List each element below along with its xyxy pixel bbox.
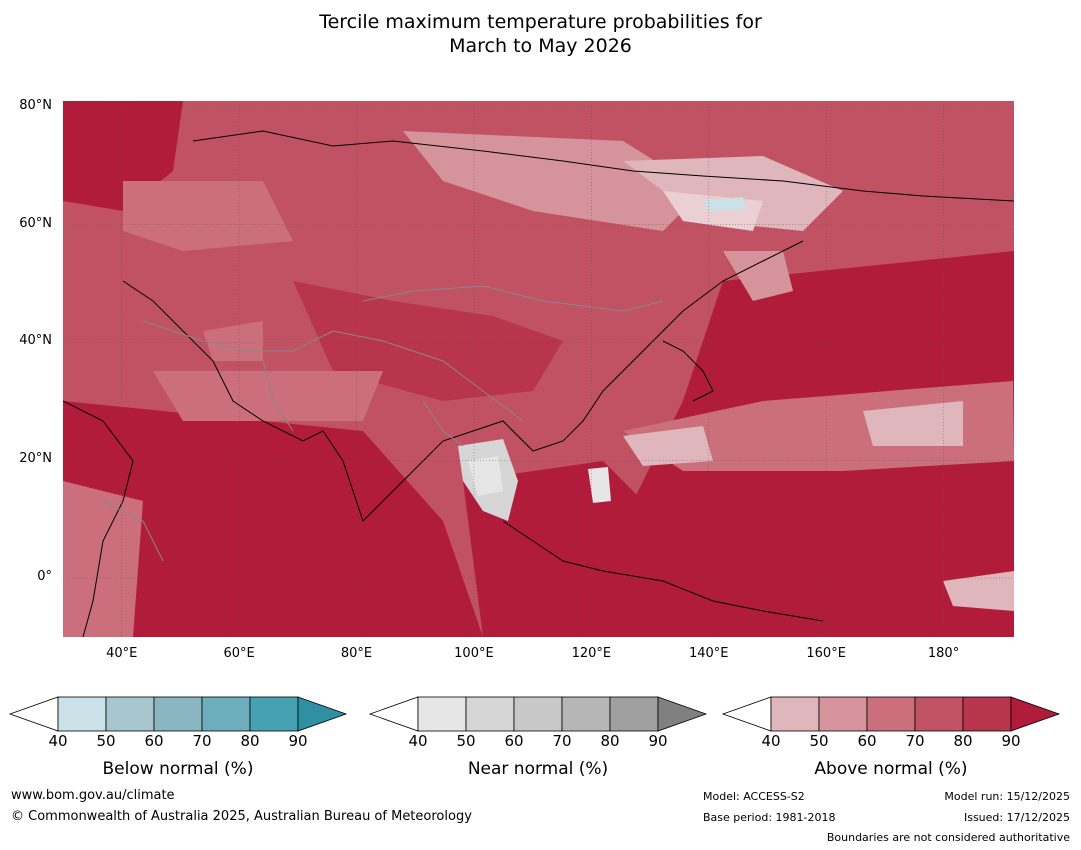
latitude-label: 60°N bbox=[19, 215, 52, 231]
latitude-label: 0° bbox=[37, 569, 52, 585]
probability-map bbox=[63, 101, 1014, 637]
title-line-2: March to May 2026 bbox=[449, 35, 632, 57]
map-svg bbox=[63, 101, 1014, 637]
longitude-label: 160°E bbox=[806, 646, 846, 661]
website-link[interactable]: www.bom.gov.au/climate bbox=[11, 788, 175, 803]
latitude-label: 40°N bbox=[19, 333, 52, 349]
chart-title: Tercile maximum temperature probabilitie… bbox=[0, 10, 1081, 58]
shading-layer bbox=[63, 101, 1014, 637]
colorbar-tick-label: 70 bbox=[905, 732, 925, 750]
colorbar-above-normal bbox=[721, 696, 1061, 732]
disclaimer-text: Boundaries are not considered authoritat… bbox=[826, 831, 1070, 844]
legend-above-normal-title: Above normal (%) bbox=[814, 759, 968, 779]
model-run-text: Model run: 15/12/2025 bbox=[944, 790, 1070, 803]
longitude-label: 80°E bbox=[340, 646, 373, 661]
colorbar-segment bbox=[105, 696, 155, 732]
colorbar-tick-label: 40 bbox=[48, 732, 68, 750]
legend-below-normal-bar bbox=[8, 696, 348, 732]
country-borders bbox=[102, 285, 664, 562]
colorbar-segment bbox=[770, 696, 820, 732]
longitude-label: 180° bbox=[927, 646, 960, 661]
legend-below-normal-title: Below normal (%) bbox=[102, 759, 254, 779]
colorbar-tick-label: 60 bbox=[144, 732, 164, 750]
longitude-label: 40°E bbox=[106, 646, 138, 661]
title-line-1: Tercile maximum temperature probabilitie… bbox=[319, 11, 762, 33]
colorbar-segment bbox=[153, 696, 203, 732]
colorbar-near-normal bbox=[368, 696, 708, 732]
colorbar-tick-label: 50 bbox=[96, 732, 116, 750]
base-period-text: Base period: 1981-2018 bbox=[703, 811, 836, 824]
colorbar-tick-label: 60 bbox=[504, 732, 524, 750]
colorbar-tick-label: 90 bbox=[288, 732, 308, 750]
copyright-text: © Commonwealth of Australia 2025, Austra… bbox=[11, 809, 472, 824]
colorbar-max-triangle bbox=[1010, 696, 1061, 732]
colorbar-tick-label: 80 bbox=[953, 732, 973, 750]
colorbar-tick-label: 60 bbox=[857, 732, 877, 750]
colorbar-below-normal bbox=[8, 696, 348, 732]
colorbar-segment bbox=[818, 696, 868, 732]
colorbar-max-triangle bbox=[297, 696, 348, 732]
colorbar-tick-label: 40 bbox=[761, 732, 781, 750]
colorbar-min-triangle bbox=[8, 696, 59, 732]
longitude-label: 120°E bbox=[571, 646, 612, 661]
issued-text: Issued: 17/12/2025 bbox=[963, 811, 1070, 824]
colorbar-tick-label: 50 bbox=[456, 732, 476, 750]
latitude-label: 80°N bbox=[19, 97, 52, 113]
legend-above-normal-bar bbox=[721, 696, 1061, 732]
legend-near-normal-bar bbox=[368, 696, 708, 732]
colorbar-tick-label: 40 bbox=[408, 732, 428, 750]
colorbar-tick-label: 80 bbox=[240, 732, 260, 750]
colorbar-tick-label: 70 bbox=[552, 732, 572, 750]
latitude-label: 20°N bbox=[19, 451, 52, 467]
longitude-label: 60°E bbox=[223, 646, 255, 661]
colorbar-min-triangle bbox=[368, 696, 419, 732]
colorbar-segment bbox=[57, 696, 107, 732]
graticule bbox=[63, 101, 1014, 637]
colorbar-tick-label: 80 bbox=[600, 732, 620, 750]
colorbar-segment bbox=[866, 696, 916, 732]
legend-near-normal-title: Near normal (%) bbox=[467, 759, 609, 779]
colorbar-tick-label: 90 bbox=[648, 732, 668, 750]
colorbar-segment bbox=[465, 696, 515, 732]
colorbar-segment bbox=[914, 696, 964, 732]
colorbar-segment bbox=[513, 696, 563, 732]
colorbar-tick-label: 90 bbox=[1001, 732, 1021, 750]
colorbar-segment bbox=[417, 696, 467, 732]
colorbar-tick-label: 70 bbox=[192, 732, 212, 750]
model-text: Model: ACCESS-S2 bbox=[703, 790, 805, 803]
colorbar-tick-label: 50 bbox=[809, 732, 829, 750]
colorbar-segment bbox=[609, 696, 659, 732]
longitude-label: 100°E bbox=[454, 646, 494, 661]
colorbar-segment bbox=[561, 696, 611, 732]
longitude-label: 140°E bbox=[688, 646, 729, 661]
colorbar-segment bbox=[962, 696, 1012, 732]
colorbar-max-triangle bbox=[657, 696, 708, 732]
colorbar-segment bbox=[249, 696, 299, 732]
coastlines bbox=[63, 130, 1014, 637]
colorbar-segment bbox=[201, 696, 251, 732]
colorbar-min-triangle bbox=[721, 696, 772, 732]
